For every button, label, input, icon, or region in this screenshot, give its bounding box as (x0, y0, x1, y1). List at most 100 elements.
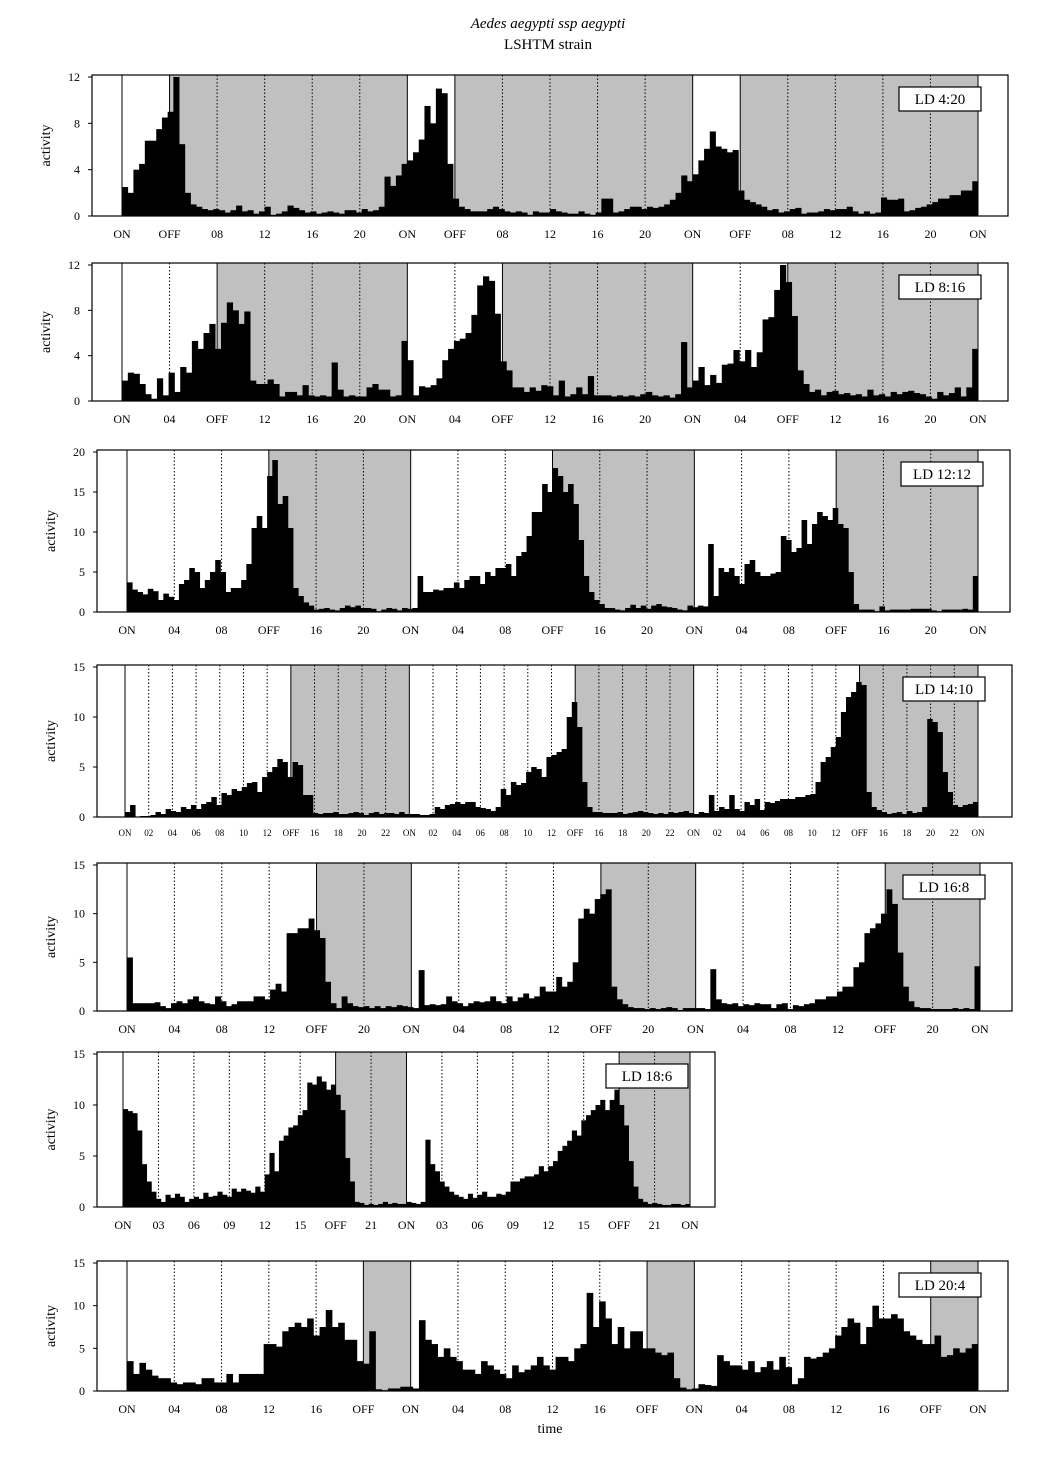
activity-bar (133, 373, 140, 401)
activity-bar (688, 813, 695, 817)
activity-bar (327, 211, 334, 216)
x-tick-label: OFF (258, 623, 280, 637)
activity-bar (602, 813, 608, 817)
activity-bar (319, 1327, 327, 1391)
activity-bar (595, 1105, 601, 1207)
activity-bar (715, 999, 722, 1011)
activity-bar (191, 805, 197, 817)
activity-bar (496, 1193, 502, 1207)
activity-bar (623, 1348, 631, 1391)
x-tick-label: 04 (453, 1022, 465, 1036)
activity-bar (884, 396, 892, 401)
activity-bar (915, 207, 922, 216)
dark-phase-shading (502, 263, 693, 401)
activity-bar (226, 1196, 233, 1207)
activity-bar (308, 918, 315, 1011)
activity-bar (343, 814, 349, 817)
activity-bar (815, 782, 822, 817)
activity-bar (902, 986, 909, 1011)
activity-bar (723, 1361, 730, 1391)
activity-bar (957, 807, 964, 817)
activity-bar (236, 1191, 242, 1207)
activity-bar (891, 1314, 898, 1391)
activity-bar (501, 1003, 508, 1011)
activity-bar (425, 1339, 432, 1391)
activity-bar (541, 777, 547, 817)
activity-bar (235, 588, 242, 612)
activity-bar (504, 211, 511, 216)
activity-bar (774, 801, 781, 817)
activity-bar (407, 608, 413, 612)
activity-bar (810, 1358, 817, 1391)
activity-bar (498, 209, 505, 216)
activity-bar (312, 1084, 318, 1207)
activity-bar (292, 933, 298, 1011)
activity-bar (500, 789, 507, 817)
activity-bar (704, 148, 711, 216)
activity-bar (678, 812, 684, 817)
activity-bar (673, 1378, 681, 1391)
activity-bar (844, 393, 851, 401)
activity-bar (681, 175, 688, 216)
activity-bar (441, 93, 448, 216)
activity-bar (555, 1356, 563, 1391)
x-tick-label: OFF (777, 412, 799, 426)
activity-bar (664, 204, 671, 216)
activity-bar (473, 1001, 480, 1011)
activity-bar (734, 809, 740, 817)
activity-bar (913, 393, 921, 401)
activity-bar (600, 1099, 606, 1207)
activity-bar (139, 163, 146, 216)
activity-bar (173, 600, 180, 612)
activity-bar (546, 757, 552, 817)
ld-label-box (902, 676, 986, 702)
activity-bar (594, 600, 600, 612)
activity-bar (957, 1009, 964, 1011)
activity-bar (438, 590, 444, 612)
activity-bar (212, 1195, 218, 1207)
activity-bar (656, 604, 662, 612)
activity-bar (174, 1193, 181, 1207)
x-tick-label: 12 (829, 412, 841, 426)
ld-label-box (605, 1063, 689, 1089)
activity-bar (785, 282, 793, 401)
activity-bar (749, 805, 755, 817)
activity-bar (727, 363, 734, 401)
x-tick-label: 22 (665, 828, 674, 838)
activity-bar (669, 199, 676, 216)
x-tick-label: OFF (608, 1218, 630, 1232)
activity-bar (881, 812, 888, 817)
activity-bar (637, 811, 644, 817)
activity-bar (638, 1198, 644, 1207)
activity-bar (856, 682, 862, 817)
activity-bar (726, 152, 734, 216)
x-tick-label: 12 (542, 1218, 554, 1232)
activity-bar (770, 573, 777, 612)
x-tick-label: 16 (594, 828, 604, 838)
activity-bar (329, 609, 335, 612)
activity-bar (401, 340, 408, 401)
activity-bar (786, 540, 792, 612)
activity-bar (547, 386, 554, 401)
activity-bar (297, 765, 304, 817)
x-tick-label: 08 (216, 1402, 228, 1416)
activity-bar (349, 1181, 355, 1207)
activity-bar (465, 802, 471, 817)
activity-bar (373, 1204, 379, 1207)
activity-bar (141, 1164, 148, 1207)
activity-bar (471, 314, 478, 401)
activity-bar (250, 1192, 256, 1207)
activity-bar (293, 588, 299, 612)
activity-bar (718, 568, 725, 612)
activity-bar (373, 812, 380, 817)
activity-bar (529, 1176, 535, 1207)
activity-bar (267, 476, 273, 612)
activity-bar (571, 702, 578, 817)
activity-bar (207, 210, 214, 216)
activity-bar (842, 986, 849, 1011)
activity-bar (163, 593, 169, 612)
activity-bar (528, 998, 535, 1011)
activity-bar (470, 211, 477, 216)
activity-bar (350, 607, 356, 612)
panel-ld-20-4: 0 5 10 15 activity ON 04 08 12 16 OFF ON 04 08 12 16 OFF… (44, 1256, 1009, 1416)
